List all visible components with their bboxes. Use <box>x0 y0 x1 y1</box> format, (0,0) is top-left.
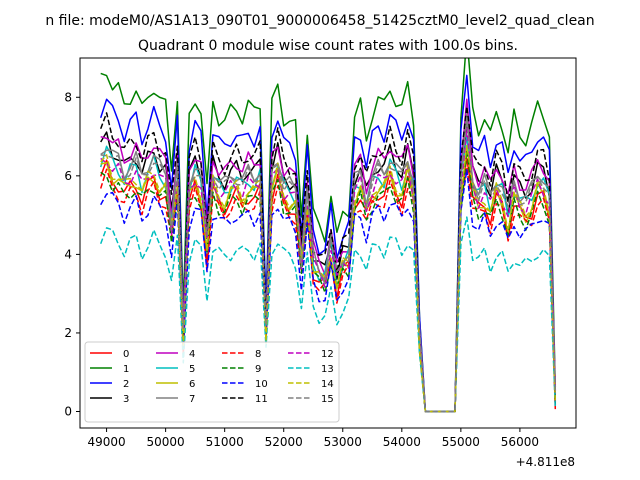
series-line-13 <box>99 216 557 413</box>
x-tick-label: 50000 <box>147 435 185 449</box>
x-tick-label: 51000 <box>206 435 244 449</box>
x-tick-label: 52000 <box>265 435 303 449</box>
x-tick-label: 53000 <box>324 435 362 449</box>
chart-title: Quadrant 0 module wise count rates with … <box>138 38 518 54</box>
series-line-11 <box>99 105 557 413</box>
series-line-12 <box>100 127 557 413</box>
legend-label-8: 8 <box>255 349 261 360</box>
x-axis-offset-label: +4.811e8 <box>516 455 575 469</box>
legend-label-0: 0 <box>123 349 129 360</box>
series-line-1 <box>100 58 557 413</box>
legend-label-13: 13 <box>321 364 334 375</box>
legend-label-11: 11 <box>255 394 268 405</box>
x-tick-label: 55000 <box>442 435 480 449</box>
x-tick-label: 54000 <box>383 435 421 449</box>
y-tick-label: 8 <box>64 90 72 104</box>
plot-frame <box>79 57 577 429</box>
series-line-15 <box>100 117 557 413</box>
legend-label-1: 1 <box>123 364 129 375</box>
y-tick-label: 6 <box>64 169 72 183</box>
series-line-7 <box>100 113 557 413</box>
series-line-10 <box>100 169 557 413</box>
legend-label-14: 14 <box>321 379 334 390</box>
legend-label-4: 4 <box>189 349 195 360</box>
legend-box <box>84 341 340 423</box>
x-tick-label: 49000 <box>87 435 125 449</box>
x-tick-label: 56000 <box>501 435 539 449</box>
legend-label-10: 10 <box>255 379 268 390</box>
figure-suptitle: n file: modeM0/AS1A13_090T01_9000006458_… <box>45 13 594 29</box>
series-line-2 <box>99 74 557 413</box>
legend-label-15: 15 <box>321 394 334 405</box>
y-tick-label: 2 <box>64 326 72 340</box>
legend-label-2: 2 <box>123 379 129 390</box>
x-axis: 49000 50000 51000 52000 53000 54000 55000 56000 <box>87 428 539 449</box>
legend-label-9: 9 <box>255 364 261 375</box>
legend-label-6: 6 <box>189 379 195 390</box>
legend-label-7: 7 <box>189 394 195 405</box>
legend-label-3: 3 <box>123 394 129 405</box>
legend-label-5: 5 <box>189 364 195 375</box>
series-layer <box>99 58 557 413</box>
y-tick-label: 0 <box>64 405 72 419</box>
y-axis: 0 2 4 6 8 <box>64 90 80 419</box>
y-tick-label: 4 <box>64 247 72 261</box>
legend-label-12: 12 <box>321 349 334 360</box>
